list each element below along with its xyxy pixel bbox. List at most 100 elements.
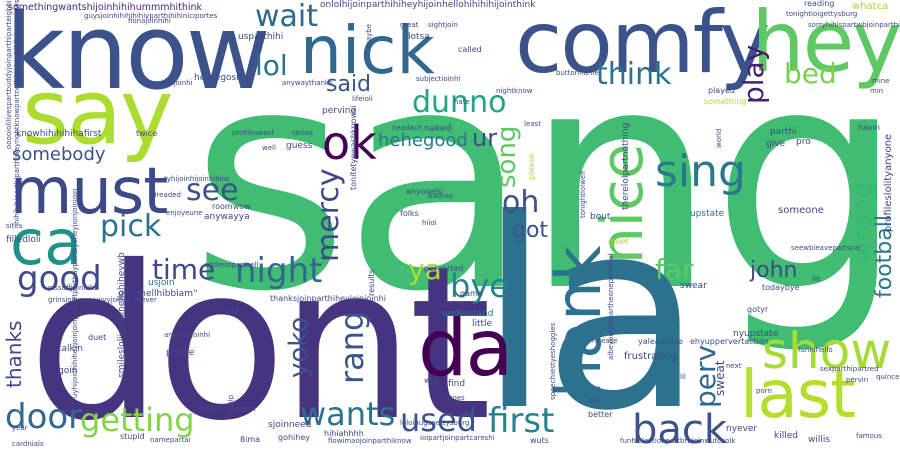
word-small: perving: [322, 106, 357, 116]
word-la: la: [478, 163, 703, 450]
word-small: better: [588, 410, 613, 419]
word-bed: bed: [784, 57, 837, 90]
word-small: life: [226, 307, 240, 317]
word-comfy: comfy: [515, 0, 770, 93]
word-small: speechiestyeshoggles: [549, 322, 557, 400]
word-small: thereloIpartnothing: [621, 122, 631, 210]
word-small: pissoffjoinhihi: [48, 284, 97, 292]
word-small: someone: [778, 205, 824, 216]
word-small: roomwow: [212, 202, 251, 211]
word-small: funhielectionpartbrbjoinwutcoolk: [620, 437, 736, 445]
word-sing: sing: [655, 146, 746, 197]
word-small: nyupstate: [733, 329, 779, 339]
word-small: goin: [58, 366, 78, 376]
word-small: wid: [424, 376, 438, 385]
word-must: must: [10, 155, 168, 229]
word-sang: sang: [190, 3, 900, 358]
word-small: swear: [680, 281, 707, 291]
word-small: bout: [590, 212, 611, 222]
word-small: year: [12, 424, 28, 432]
word-think: think: [596, 57, 672, 92]
word-small: understand: [442, 309, 494, 319]
word-yoko: yoko: [284, 316, 314, 378]
word-small: usjoin: [148, 278, 175, 288]
word-small: yaleaveiike: [638, 337, 684, 346]
word-small: hate: [454, 98, 470, 106]
word-small: game: [460, 289, 483, 298]
word-small: guess: [286, 141, 313, 151]
word-used: used: [400, 401, 477, 439]
word-know: know: [5, 0, 271, 113]
word-good: good: [17, 259, 102, 299]
word-small: parthi: [770, 127, 797, 137]
word-small: enjoyeune: [166, 209, 203, 217]
word-da: da: [418, 304, 513, 394]
word-small: give: [766, 139, 786, 149]
word-hank: hank: [542, 245, 615, 399]
word-say: say: [22, 60, 173, 165]
word-small: tonightloiwell: [579, 170, 587, 218]
word-small: sites: [6, 222, 23, 230]
word-small: hettiegosh: [194, 73, 242, 83]
word-small: badsay: [428, 192, 454, 200]
word-small: called: [458, 45, 482, 54]
word-hey: hey: [751, 0, 900, 91]
word-small: quince: [876, 373, 900, 381]
word-small: played: [708, 86, 735, 95]
word-small: lotsa: [408, 32, 430, 42]
word-first: first: [488, 401, 555, 441]
word-small: tonitetyewashknowsi: [349, 105, 358, 190]
word-small: hihihihiparthiparthiwayrightknowpartnoth…: [13, 0, 21, 225]
word-small: albeyoujoinpartheonepartkewl: [607, 253, 615, 360]
word-small: dreaded: [152, 191, 181, 199]
word-mercy: mercy: [311, 168, 346, 262]
word-door: door: [5, 397, 83, 437]
word-small: thanksjoinparthiheyjoinjoinhi: [270, 294, 386, 303]
word-small: maybe: [365, 23, 373, 48]
word-small: grinshellhibbiam'': [118, 289, 198, 299]
word-thanks: thanks: [2, 320, 26, 388]
word-ya: ya: [408, 253, 442, 286]
word-back: back: [632, 407, 728, 450]
word-small: nightknow: [496, 87, 533, 95]
word-small: usparthihi: [238, 32, 284, 42]
word-small: reading: [804, 0, 835, 8]
word-wait: wait: [255, 0, 319, 34]
word-small: ooooiolilivespartbuddyjoinparthiparteigh…: [5, 0, 13, 149]
word-small: subjectioinhi: [416, 75, 461, 83]
word-small: gohihey: [278, 433, 310, 442]
word-small: ehyuppervertaction: [690, 337, 769, 346]
word-small: nyever: [726, 424, 758, 434]
word-small: facejoinjoinhi: [146, 79, 193, 87]
word-oh: oh: [502, 185, 540, 220]
word-far: far: [655, 253, 694, 286]
word-last: last: [740, 356, 856, 433]
word-small: famous: [856, 432, 882, 440]
word-small: pro: [796, 137, 811, 147]
word-small: fionajoinhihi: [128, 17, 171, 25]
word-small: wuts: [530, 436, 549, 445]
word-small: uyhijoinhihiheyjoinjoinpartgetpartbaypar…: [71, 188, 79, 398]
word-small: release: [592, 337, 618, 345]
word-song: song: [492, 125, 522, 188]
word-nick: nick: [300, 12, 435, 89]
word-small: great: [400, 21, 419, 29]
word-small: meet: [608, 237, 629, 246]
word-pick: pick: [100, 209, 162, 244]
word-small: red: [588, 397, 600, 405]
word-ur: ur: [472, 124, 498, 152]
word-small: gotyr: [747, 305, 769, 314]
word-said: said: [326, 72, 372, 97]
word-small: lifeioli: [352, 95, 373, 103]
word-small: anyonehi: [406, 187, 443, 196]
word-small: sorryhihispartwbjoinparthi: [808, 21, 900, 29]
word-small: stupid: [120, 432, 145, 441]
word-small: filledloli: [6, 235, 41, 245]
word-small: results: [367, 269, 376, 296]
word-small: tyhijoinhijoinhihiok: [164, 175, 230, 183]
word-small: lie: [812, 275, 821, 283]
word-small: profileswest: [232, 129, 275, 137]
word-small: todaybye: [762, 283, 800, 292]
word-play: play: [737, 44, 770, 104]
word-small: guysjoinhihihihihiyparthihihiniciportes: [84, 12, 218, 20]
